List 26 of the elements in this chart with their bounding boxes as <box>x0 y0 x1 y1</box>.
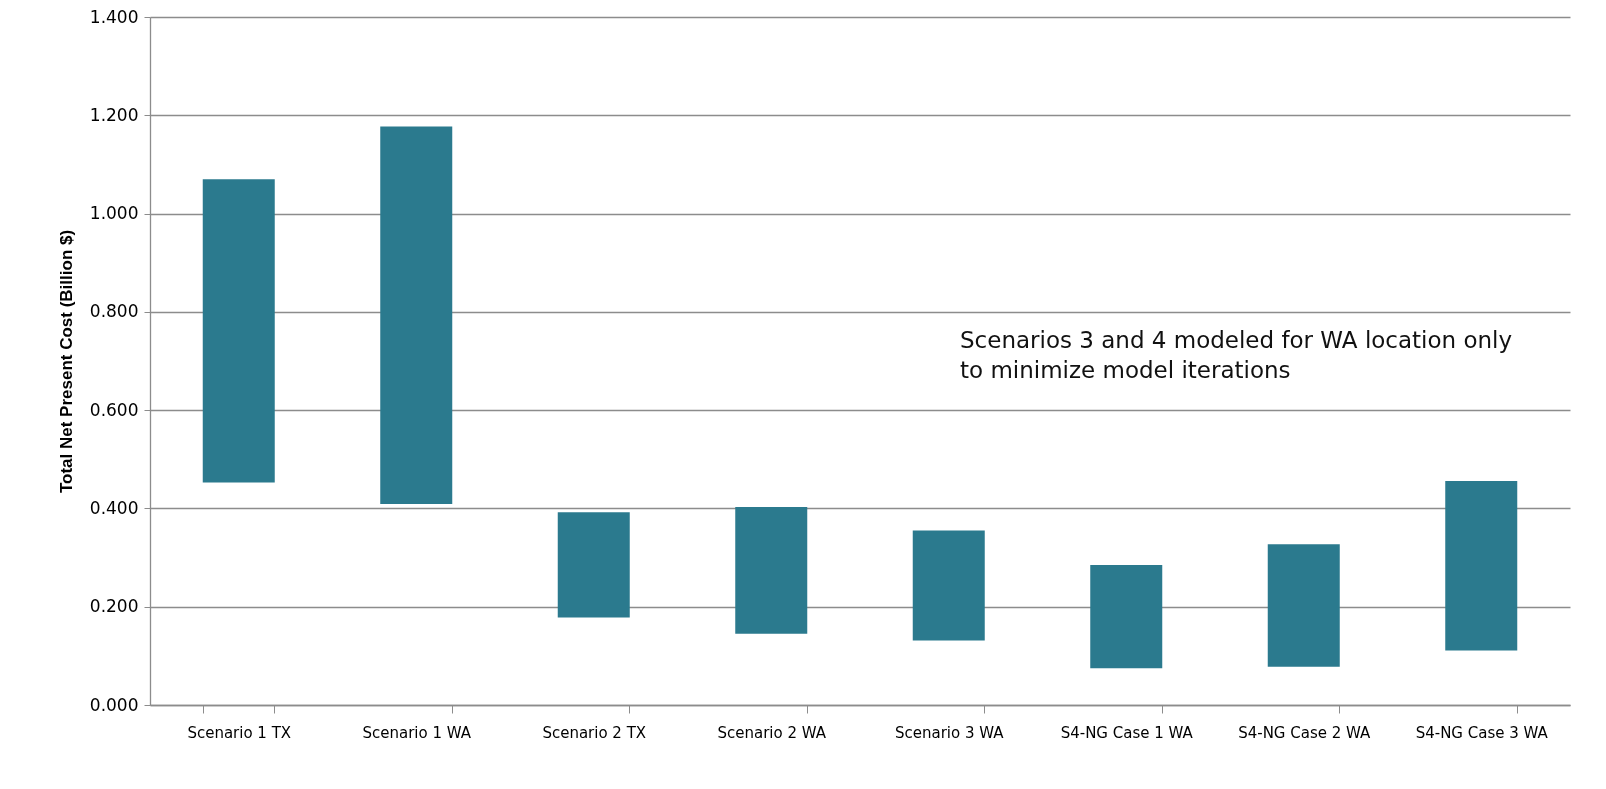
y-tick-label: 1.400 <box>89 6 139 27</box>
x-tick-label: S4-NG Case 2 WA <box>1238 723 1372 742</box>
y-axis-title: Total Net Present Cost (Billion $) <box>56 229 76 494</box>
x-tick-label: Scenario 1 TX <box>187 723 292 742</box>
annotation: Scenarios 3 and 4 modeled for WA location only to minimize model iterations <box>960 326 1514 385</box>
bar <box>1445 480 1518 651</box>
x-tick-label: Scenario 2 WA <box>717 723 827 742</box>
y-tick-label: 0.400 <box>89 497 139 518</box>
y-tick-label: 1.200 <box>89 104 139 125</box>
x-tick-label: S4-NG Case 1 WA <box>1060 723 1194 742</box>
x-tick-label: S4-NG Case 3 WA <box>1415 723 1549 742</box>
y-tick-label: 0.800 <box>89 301 139 322</box>
y-tick-label: 0.000 <box>89 694 139 715</box>
y-tick-label: 0.200 <box>89 596 139 617</box>
bar <box>735 506 808 634</box>
bar <box>202 179 275 483</box>
bar <box>912 530 985 641</box>
bar <box>1090 564 1163 669</box>
x-tick-label: Scenario 3 WA <box>894 723 1005 742</box>
x-tick-label: Scenario 2 TX <box>542 723 647 742</box>
bar <box>380 126 453 505</box>
bar <box>557 512 630 618</box>
bar <box>1267 544 1340 667</box>
x-tick-label: Scenario 1 WA <box>362 723 472 742</box>
y-tick-label: 0.600 <box>89 399 139 420</box>
y-tick-label: 1.000 <box>89 203 139 224</box>
